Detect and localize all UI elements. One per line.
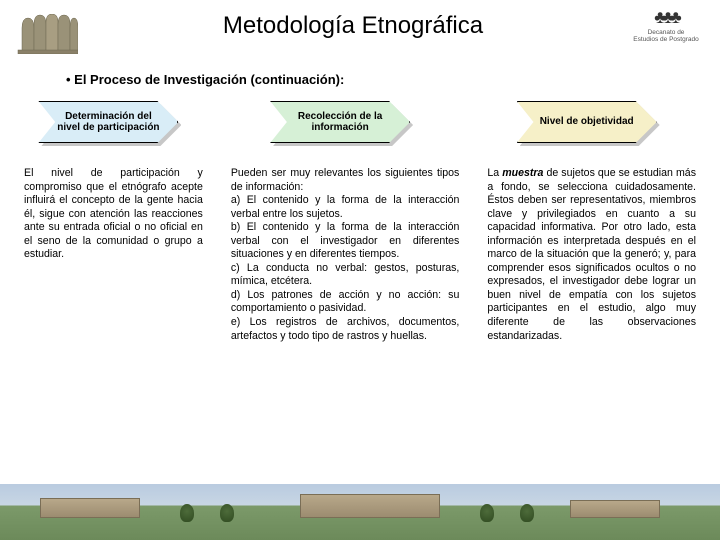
arrow-label-3: Nivel de objetividad bbox=[517, 101, 657, 143]
body-text-3: La muestra de sujetos que se estudian má… bbox=[487, 167, 696, 343]
subtitle: • El Proceso de Investigación (continuac… bbox=[0, 56, 720, 97]
footer-tree bbox=[220, 504, 234, 522]
column-1: Determinación del nivel de participación… bbox=[24, 97, 203, 343]
arrow-box-2: Recolección de la información bbox=[270, 101, 420, 149]
logo-left bbox=[14, 10, 80, 54]
header: Metodología Etnográfica ♣♣♣ Decanato de … bbox=[0, 0, 720, 56]
columns-container: Determinación del nivel de participación… bbox=[0, 97, 720, 343]
arrow-box-3: Nivel de objetividad bbox=[517, 101, 667, 149]
column-2: Recolección de la información Pueden ser… bbox=[231, 97, 460, 343]
body-text-2: Pueden ser muy relevantes los siguientes… bbox=[231, 167, 460, 343]
footer-building bbox=[300, 494, 440, 518]
footer-tree bbox=[180, 504, 194, 522]
logo-right: ♣♣♣ Decanato de Estudios de Postgrado bbox=[626, 8, 706, 43]
arrow-label-2: Recolección de la información bbox=[270, 101, 410, 143]
trees-icon: ♣♣♣ bbox=[626, 8, 706, 28]
footer-building bbox=[40, 498, 140, 518]
logo-right-line2: Estudios de Postgrado bbox=[633, 36, 698, 43]
arrow-label-1: Determinación del nivel de participación bbox=[38, 101, 178, 143]
column-3: Nivel de objetividad La muestra de sujet… bbox=[487, 97, 696, 343]
body-text-1: El nivel de participación y compromiso q… bbox=[24, 167, 203, 262]
footer-tree bbox=[520, 504, 534, 522]
footer-image bbox=[0, 484, 720, 540]
footer-tree bbox=[480, 504, 494, 522]
footer-building bbox=[570, 500, 660, 518]
logo-right-line1: Decanato de bbox=[648, 29, 685, 36]
arrow-box-1: Determinación del nivel de participación bbox=[38, 101, 188, 149]
page-title: Metodología Etnográfica bbox=[80, 8, 626, 40]
